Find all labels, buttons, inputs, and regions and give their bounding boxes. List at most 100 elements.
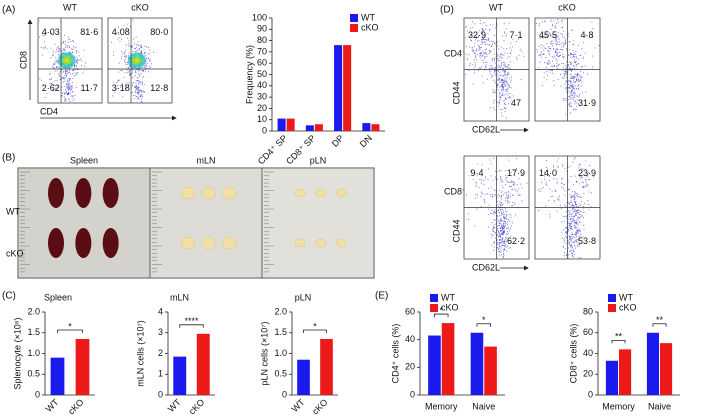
event-dot [543, 171, 546, 173]
event-dot [574, 208, 576, 210]
event-dot [551, 35, 553, 37]
event-dot [582, 72, 584, 74]
event-dot [134, 86, 136, 88]
event-dot [474, 52, 476, 55]
event-dot [565, 227, 567, 229]
event-dot [502, 249, 504, 251]
event-dot [575, 53, 577, 55]
event-dot [499, 60, 501, 62]
event-dot [482, 82, 484, 84]
event-dot [495, 43, 497, 45]
axis-label: CD62L [472, 262, 500, 272]
event-dot [73, 66, 75, 68]
event-dot [496, 225, 498, 227]
event-dot [471, 50, 473, 52]
event-dot [580, 214, 582, 216]
event-dot [573, 158, 575, 160]
sig-label: * [482, 315, 486, 325]
event-dot [576, 105, 578, 107]
event-dot [141, 50, 143, 52]
event-dot [478, 46, 480, 48]
y-tick-label: 2 [158, 348, 163, 358]
column-title: cKO [558, 2, 576, 12]
legend-label: WT [361, 12, 375, 22]
event-dot [141, 84, 143, 86]
event-dot [501, 70, 503, 72]
event-dot [70, 85, 72, 87]
event-dot [556, 48, 558, 50]
event-dot [576, 219, 578, 221]
event-dot [565, 230, 567, 232]
event-dot [67, 87, 69, 89]
event-dot [121, 38, 123, 40]
event-dot [71, 87, 73, 89]
event-dot [113, 81, 115, 83]
event-dot [500, 215, 502, 217]
event-dot [556, 67, 558, 69]
event-dot [559, 48, 561, 50]
event-dot [117, 85, 119, 87]
event-dot [561, 231, 563, 233]
organ [315, 238, 326, 248]
event-dot [507, 67, 509, 69]
event-dot [474, 225, 476, 227]
event-dot [555, 33, 557, 35]
event-dot [486, 61, 488, 63]
event-dot [488, 187, 490, 189]
event-dot [571, 228, 573, 230]
event-dot [63, 34, 66, 36]
event-dot [571, 247, 573, 249]
event-dot [576, 102, 578, 104]
event-dot [490, 186, 492, 188]
quadrant-value: 81·6 [80, 27, 98, 37]
event-dot [72, 100, 74, 102]
event-dot [72, 73, 74, 75]
organ [102, 178, 119, 208]
event-dot [574, 197, 576, 199]
event-dot [135, 88, 137, 90]
event-dot [555, 51, 557, 53]
event-dot [572, 86, 574, 88]
event-dot [503, 225, 505, 227]
event-dot [567, 83, 569, 86]
event-dot [560, 208, 562, 210]
event-dot [573, 59, 575, 61]
event-dot [138, 89, 140, 91]
event-dot [141, 94, 143, 96]
event-dot [133, 48, 135, 50]
event-dot [73, 47, 75, 49]
event-dot [479, 55, 481, 57]
event-dot [149, 49, 151, 51]
event-dot [555, 38, 557, 40]
event-dot [574, 67, 576, 69]
event-dot [493, 99, 495, 102]
event-dot [497, 60, 499, 62]
y-tick-label: 0 [588, 389, 593, 399]
event-dot [512, 205, 514, 207]
event-dot [513, 184, 515, 186]
sig-bracket [434, 313, 449, 318]
event-dot [571, 223, 573, 225]
flow-plot: 4·03 81·62·62 11·7 [37, 17, 103, 104]
event-dot [503, 79, 505, 81]
event-dot [52, 50, 54, 52]
event-dot [132, 95, 135, 97]
event-dot [112, 95, 114, 97]
event-dot [475, 194, 477, 196]
event-dot [562, 53, 564, 55]
event-dot [497, 231, 500, 233]
event-dot [580, 76, 582, 78]
event-dot [507, 191, 510, 193]
event-dot [580, 178, 582, 180]
event-dot [504, 64, 506, 66]
event-dot [138, 70, 141, 72]
event-dot [564, 231, 566, 233]
event-dot [504, 94, 506, 96]
event-dot [499, 235, 501, 237]
event-dot [505, 74, 507, 76]
event-dot [69, 78, 71, 80]
event-dot [135, 85, 137, 87]
event-dot [543, 20, 546, 22]
event-dot [125, 27, 127, 29]
event-dot [495, 27, 497, 29]
